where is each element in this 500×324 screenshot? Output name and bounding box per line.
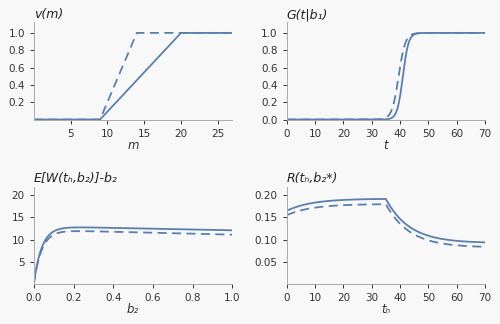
Text: E[W(tₕ,b₂)]-b₂: E[W(tₕ,b₂)]-b₂ bbox=[34, 172, 117, 185]
X-axis label: tₕ: tₕ bbox=[381, 303, 390, 316]
X-axis label: t: t bbox=[384, 139, 388, 152]
Text: R(tₕ,b₂*): R(tₕ,b₂*) bbox=[286, 172, 338, 185]
Text: v(m): v(m) bbox=[34, 8, 63, 21]
X-axis label: m: m bbox=[128, 139, 139, 152]
Text: G(t|b₁): G(t|b₁) bbox=[286, 8, 328, 21]
X-axis label: b₂: b₂ bbox=[127, 303, 139, 316]
